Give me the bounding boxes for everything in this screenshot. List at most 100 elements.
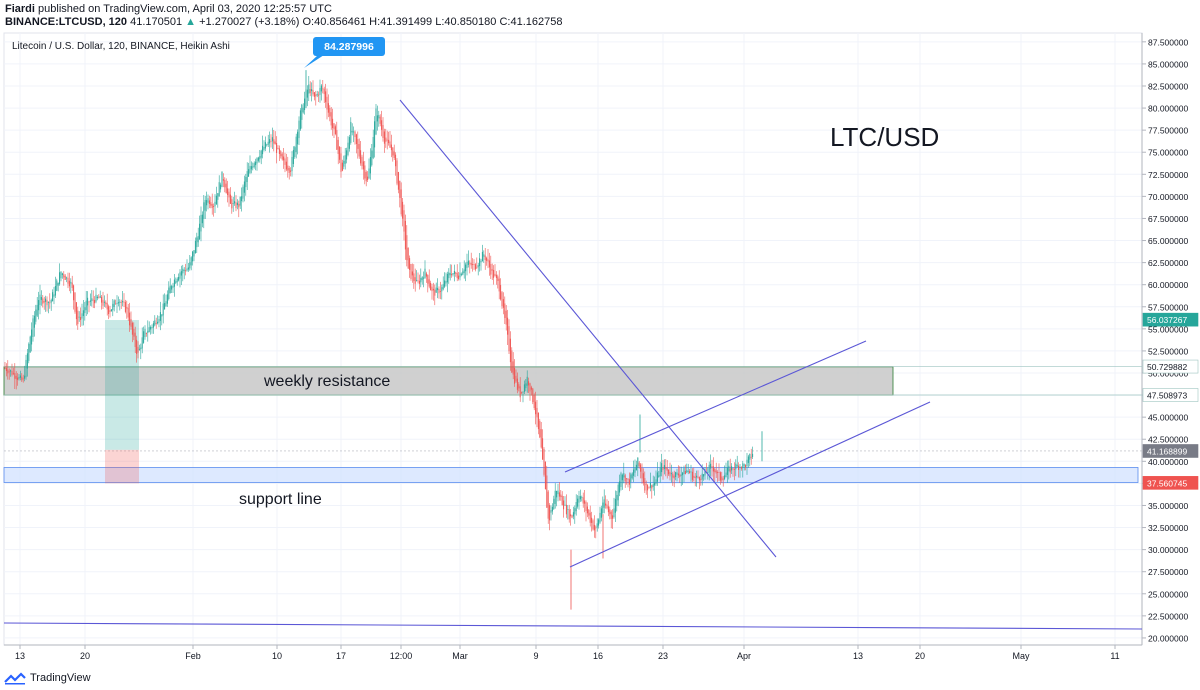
candle-body[interactable] [729,468,731,473]
candle-body[interactable] [584,500,586,504]
candle-body[interactable] [466,261,468,268]
candle-body[interactable] [383,131,385,144]
candle-body[interactable] [411,271,413,276]
candle-body[interactable] [137,346,139,353]
candle-body[interactable] [567,509,569,510]
candle-body[interactable] [469,262,471,264]
candle-body[interactable] [271,137,273,142]
candle-body[interactable] [172,285,174,288]
candle-body[interactable] [318,94,320,96]
candle-body[interactable] [294,147,296,157]
candle-body[interactable] [298,120,300,139]
candle-body[interactable] [199,223,201,240]
candle-body[interactable] [341,162,343,171]
candle-body[interactable] [26,353,28,369]
candle-body[interactable] [452,273,454,275]
candle-body[interactable] [456,273,458,279]
candle-body[interactable] [644,478,646,491]
candle-body[interactable] [592,520,594,530]
candle-body[interactable] [82,310,84,316]
candle-body[interactable] [193,250,195,257]
candle-body[interactable] [56,280,58,291]
candle-body[interactable] [103,301,105,303]
candle-body[interactable] [677,473,679,476]
candle-body[interactable] [129,312,131,326]
candle-body[interactable] [480,260,482,263]
candle-body[interactable] [99,296,101,298]
candle-body[interactable] [675,472,677,477]
candle-body[interactable] [108,306,110,314]
candle-body[interactable] [54,286,56,296]
candle-body[interactable] [395,154,397,167]
candle-body[interactable] [348,137,350,149]
candle-body[interactable] [337,139,339,155]
candle-body[interactable] [740,467,742,469]
candle-body[interactable] [680,474,682,476]
candle-body[interactable] [421,277,423,281]
candle-body[interactable] [148,327,150,332]
candle-body[interactable] [376,115,378,122]
candle-body[interactable] [53,294,55,297]
candle-body[interactable] [623,473,625,478]
candle-body[interactable] [276,142,278,154]
candle-body[interactable] [257,157,259,161]
downtrend-line[interactable] [399,99,777,558]
candle-body[interactable] [8,371,10,373]
candle-body[interactable] [369,157,371,174]
candle-body[interactable] [537,412,539,430]
candle-body[interactable] [299,110,301,130]
candle-body[interactable] [343,160,345,167]
candle-body[interactable] [378,114,380,119]
candle-body[interactable] [498,278,500,292]
candle-body[interactable] [502,299,504,308]
candle-body[interactable] [557,490,559,495]
candle-body[interactable] [115,303,117,305]
candle-body[interactable] [263,147,265,150]
candle-body[interactable] [21,376,23,381]
candle-body[interactable] [459,272,461,278]
candle-body[interactable] [179,272,181,279]
candle-body[interactable] [635,464,637,471]
candle-body[interactable] [25,359,27,378]
candle-body[interactable] [332,118,334,129]
candle-body[interactable] [196,237,198,248]
candle-body[interactable] [581,496,583,498]
candle-body[interactable] [487,259,489,262]
candle-body[interactable] [291,156,293,172]
candle-body[interactable] [105,302,107,305]
candle-body[interactable] [302,107,304,113]
candle-body[interactable] [204,199,206,211]
candle-body[interactable] [396,160,398,184]
candle-body[interactable] [253,163,255,168]
candle-body[interactable] [749,453,751,460]
candle-body[interactable] [439,291,441,292]
candle-body[interactable] [29,336,31,353]
candle-body[interactable] [102,299,104,306]
candle-body[interactable] [607,506,609,513]
candle-body[interactable] [654,482,656,486]
candle-body[interactable] [315,94,317,97]
candle-body[interactable] [710,463,712,469]
candle-body[interactable] [417,280,419,282]
candle-body[interactable] [59,272,61,285]
candle-body[interactable] [284,158,286,165]
price-axis-label[interactable] [1142,444,1199,458]
candle-body[interactable] [126,307,128,309]
candle-body[interactable] [112,303,114,311]
candle-body[interactable] [519,386,521,398]
price-axis-label[interactable] [1142,388,1199,402]
candle-body[interactable] [460,274,462,276]
candle-body[interactable] [742,463,744,468]
candle-body[interactable] [745,465,747,468]
candle-body[interactable] [404,220,406,250]
candle-body[interactable] [262,145,264,155]
candle-body[interactable] [430,282,432,291]
candle-body[interactable] [386,139,388,141]
candle-body[interactable] [406,235,408,261]
candle-body[interactable] [379,116,381,124]
candle-body[interactable] [259,156,261,160]
candle-body[interactable] [491,269,493,271]
candle-body[interactable] [700,478,702,481]
publisher-name[interactable]: Fiardi [5,3,35,15]
